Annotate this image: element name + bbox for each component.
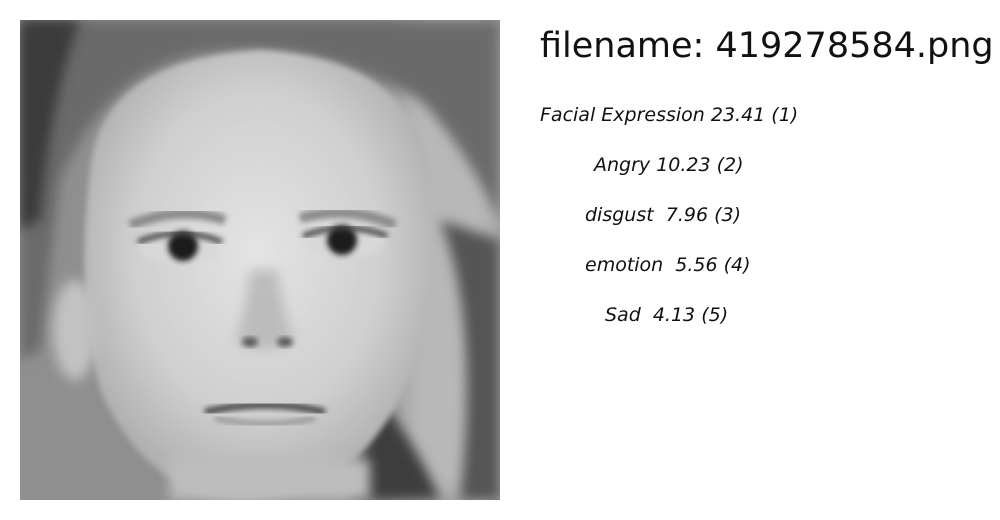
prediction-label-1: Facial Expression 23.41 (1) [540, 104, 799, 126]
prediction-label-5: Sad 4.13 (5) [605, 304, 729, 326]
filename-title: filename: 419278584.png [540, 26, 994, 66]
face-photo [20, 20, 500, 500]
prediction-label-4: emotion 5.56 (4) [585, 254, 751, 276]
prediction-label-3: disgust 7.96 (3) [585, 204, 742, 226]
prediction-label-2: Angry 10.23 (2) [594, 154, 744, 176]
face-illustration [20, 20, 500, 500]
